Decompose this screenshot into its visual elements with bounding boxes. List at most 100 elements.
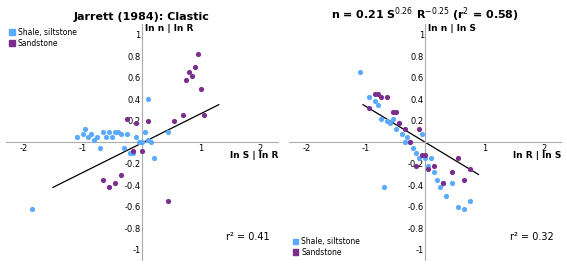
Point xyxy=(96,146,105,150)
Point xyxy=(370,92,379,96)
Point xyxy=(418,132,427,136)
Point xyxy=(191,65,200,69)
Point xyxy=(400,140,409,144)
Point xyxy=(435,185,445,190)
Point xyxy=(105,130,114,134)
Point xyxy=(111,130,120,134)
Point xyxy=(105,185,114,190)
Point xyxy=(128,149,137,153)
Point xyxy=(424,164,433,168)
Point xyxy=(101,135,111,139)
Point xyxy=(415,127,424,132)
Point xyxy=(84,135,93,139)
Point xyxy=(447,181,456,185)
Text: ln S | ln R: ln S | ln R xyxy=(230,151,278,160)
Text: r² = 0.41: r² = 0.41 xyxy=(226,231,270,242)
Point xyxy=(143,97,152,101)
Point xyxy=(430,164,439,168)
Point xyxy=(81,127,90,132)
Point xyxy=(418,153,427,157)
Point xyxy=(120,146,129,150)
Point xyxy=(170,119,179,123)
Point xyxy=(128,151,137,155)
Title: Jarrett (1984): Clastic: Jarrett (1984): Clastic xyxy=(74,12,210,22)
Point xyxy=(200,113,209,118)
Point xyxy=(122,132,132,136)
Point xyxy=(72,135,81,139)
Point xyxy=(379,185,388,190)
Point xyxy=(125,151,134,155)
Point xyxy=(406,140,415,144)
Point xyxy=(164,130,173,134)
Point xyxy=(394,121,403,125)
Point xyxy=(373,92,382,96)
Point xyxy=(391,127,400,132)
Point xyxy=(93,135,102,139)
Point xyxy=(111,181,120,185)
Text: ln n | ln R: ln n | ln R xyxy=(145,24,193,33)
Point xyxy=(447,170,456,174)
Point xyxy=(28,207,37,211)
Point xyxy=(193,52,202,56)
Point xyxy=(430,170,439,174)
Point xyxy=(90,138,99,142)
Point xyxy=(137,149,146,153)
Point xyxy=(143,138,152,142)
Legend: Shale, siltstone, Sandstone: Shale, siltstone, Sandstone xyxy=(10,28,77,48)
Text: ln R | ln S: ln R | ln S xyxy=(513,151,561,160)
Point xyxy=(400,127,409,132)
Point xyxy=(140,130,149,134)
Point xyxy=(412,164,421,168)
Point xyxy=(442,194,451,198)
Point xyxy=(433,178,442,182)
Point xyxy=(365,95,374,99)
Point xyxy=(421,156,430,161)
Point xyxy=(406,140,415,144)
Point xyxy=(132,135,141,139)
Legend: Shale, siltstone, Sandstone: Shale, siltstone, Sandstone xyxy=(293,237,360,257)
Point xyxy=(99,178,108,182)
Point xyxy=(134,140,143,144)
Point xyxy=(143,119,152,123)
Point xyxy=(87,132,96,136)
Point xyxy=(424,167,433,171)
Point xyxy=(382,95,391,99)
Point xyxy=(382,119,391,123)
Point xyxy=(388,117,397,121)
Point xyxy=(181,78,191,82)
Point xyxy=(412,151,421,155)
Point xyxy=(188,74,197,78)
Point xyxy=(403,135,412,139)
Text: ln n | ln S: ln n | ln S xyxy=(428,24,476,33)
Point xyxy=(397,132,406,136)
Point xyxy=(409,146,418,150)
Point xyxy=(426,156,435,161)
Point xyxy=(137,140,146,144)
Point xyxy=(185,70,194,75)
Point xyxy=(391,110,400,114)
Point xyxy=(373,103,382,107)
Point xyxy=(459,178,468,182)
Point xyxy=(365,106,374,110)
Point xyxy=(99,130,108,134)
Point xyxy=(465,167,474,171)
Point xyxy=(453,205,462,209)
Point xyxy=(196,86,205,91)
Point xyxy=(132,121,141,125)
Point xyxy=(116,132,125,136)
Point xyxy=(415,156,424,161)
Point xyxy=(78,132,87,136)
Point xyxy=(116,172,125,177)
Point xyxy=(179,113,188,118)
Point xyxy=(356,70,365,75)
Point xyxy=(394,121,403,125)
Point xyxy=(164,199,173,203)
Point xyxy=(421,153,430,157)
Point xyxy=(438,181,447,185)
Point xyxy=(465,199,474,203)
Point xyxy=(388,110,397,114)
Point xyxy=(459,207,468,211)
Point xyxy=(122,117,132,121)
Point xyxy=(376,95,386,99)
Point xyxy=(146,140,155,144)
